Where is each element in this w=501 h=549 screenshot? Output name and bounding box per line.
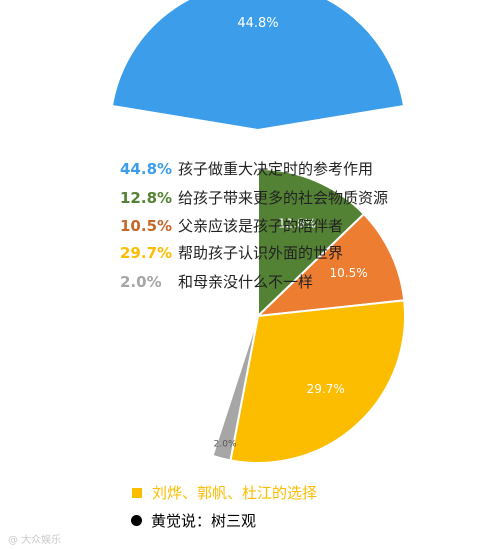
legend-label: 给孩子带来更多的社会物质资源	[178, 189, 389, 207]
legend-label: 和母亲没什么不一样	[178, 273, 314, 291]
legend-pct: 10.5%	[120, 217, 173, 235]
square-marker-icon	[132, 487, 142, 498]
slice-label-bottom-4: 2.0%	[214, 440, 237, 450]
footer-huang: 黄觉说：树三观	[131, 510, 256, 531]
legend-item-2: 12.8% 给孩子带来更多的社会物质资源	[120, 187, 388, 208]
footer-choice-text: 刘烨、郭帆、杜江的选择	[152, 484, 318, 502]
pie-slice-bottom-4	[211, 315, 259, 462]
legend-item-5: 2.0% 和母亲没什么不一样	[120, 271, 313, 292]
pie-slice-bottom-2	[255, 212, 406, 318]
legend-pct: 2.0%	[120, 273, 162, 291]
legend-pct: 12.8%	[120, 189, 173, 207]
legend-pct: 29.7%	[120, 244, 173, 262]
pie-slice-bottom-1	[257, 167, 366, 319]
legend-item-3: 10.5% 父亲应该是孩子的陪伴者	[120, 215, 343, 236]
slice-label-bottom-2: 10.5%	[330, 266, 368, 280]
pie-slice-top-1	[110, 0, 406, 132]
legend-item-4: 29.7% 帮助孩子认识外面的世界	[120, 242, 343, 263]
slice-label-bottom-3: 29.7%	[307, 382, 345, 396]
watermark: @ 大众娱乐	[8, 535, 62, 546]
legend-pct: 44.8%	[120, 160, 173, 178]
footer-huang-text: 黄觉说：树三观	[151, 512, 257, 530]
legend-label: 孩子做重大决定时的参考作用	[178, 160, 374, 178]
legend-item-1: 44.8% 孩子做重大决定时的参考作用	[120, 158, 373, 179]
pie-slice-bottom-3	[229, 299, 406, 464]
dot-marker-icon	[131, 515, 142, 526]
slice-label-top-1: 44.8%	[237, 16, 278, 31]
legend-label: 帮助孩子认识外面的世界	[178, 244, 344, 262]
legend-label: 父亲应该是孩子的陪伴者	[178, 217, 344, 235]
footer-choice: 刘烨、郭帆、杜江的选择	[132, 482, 317, 503]
slice-label-bottom-1: 12.8%	[278, 217, 316, 231]
